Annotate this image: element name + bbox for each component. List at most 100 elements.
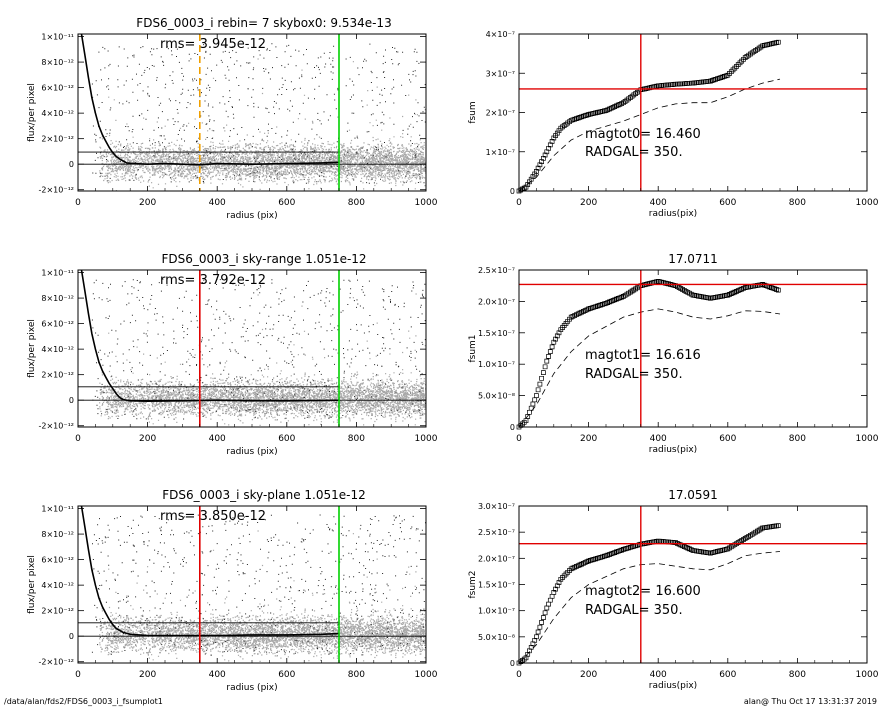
panel-title: FDS6_0003_i rebin= 7 skybox0: 9.534e-13 [136,16,391,30]
x-axis-label: radius(pix) [649,681,697,691]
x-tick-label: 400 [209,434,226,444]
y-tick-label: 4×10⁻⁷ [486,30,515,39]
x-tick-label: 1000 [415,198,438,208]
footer-user-timestamp: alan@ Thu Oct 17 13:31:37 2019 [743,697,877,706]
y-tick-label: 0 [510,187,515,196]
x-tick-label: 800 [789,198,806,208]
y-tick-label: 1.5×10⁻⁷ [478,581,515,590]
x-tick-label: 0 [516,434,522,444]
y-tick-label: 3×10⁻⁷ [486,69,515,78]
y-tick-label: 8×10⁻¹² [41,58,74,67]
y-tick-label: 2×10⁻¹² [41,371,74,380]
magtot-annotation: magtot2= 16.600 [585,584,701,599]
x-tick-label: 200 [580,198,597,208]
chart-panel-2 [77,269,427,428]
y-tick-label: 2.0×10⁻⁷ [478,554,515,563]
panel-title: 17.0711 [668,252,718,266]
x-tick-label: 0 [75,670,81,680]
y-tick-label: 5.0×10⁻⁸ [478,392,515,401]
x-tick-label: 600 [278,434,295,444]
y-tick-label: -2×10⁻¹² [39,658,75,667]
x-tick-label: 800 [348,434,365,444]
grey-pixels [99,58,426,191]
y-tick-label: 1.0×10⁻⁷ [478,360,515,369]
grey-pixels [99,529,426,663]
x-axis-label: radius (pix) [226,683,277,693]
fsum-dashed-series [518,551,781,664]
y-tick-label: 2×10⁻⁷ [486,109,515,118]
x-tick-label: 600 [719,434,736,444]
y-axis-label: fsum [468,101,478,123]
y-axis-label: fsum2 [468,570,478,598]
x-tick-label: 400 [209,198,226,208]
y-tick-label: 2×10⁻¹² [41,607,74,616]
plot-frame [518,33,868,192]
pixel-cloud [91,514,426,663]
x-tick-label: 600 [719,670,736,680]
panel-title: FDS6_0003_i sky-range 1.051e-12 [161,252,366,266]
y-tick-label: 4×10⁻¹² [41,345,74,354]
x-tick-label: 400 [209,670,226,680]
magtot-annotation: magtot1= 16.616 [585,348,701,363]
x-tick-label: 1000 [415,434,438,444]
x-tick-label: 0 [75,434,81,444]
y-tick-label: 4×10⁻¹² [41,581,74,590]
chart-panel-6 [516,505,868,666]
y-tick-label: 8×10⁻¹² [41,294,74,303]
x-tick-label: 600 [278,670,295,680]
y-tick-label: 6×10⁻¹² [41,320,74,329]
y-tick-label: 4×10⁻¹² [41,109,74,118]
bright-pixels [91,514,426,656]
radgal-annotation: RADGAL= 350. [585,145,683,160]
y-tick-label: 8×10⁻¹² [41,530,74,539]
rms-annotation: rms= 3.945e-12 [160,37,266,52]
bright-pixels [91,43,426,184]
x-tick-label: 800 [348,670,365,680]
y-tick-label: -2×10⁻¹² [39,422,75,431]
y-tick-label: 1.5×10⁻⁷ [478,329,515,338]
y-axis-label: flux/per pixel [27,83,37,142]
radial-profile-line [80,506,340,637]
radial-profile-line [80,34,340,166]
x-tick-label: 400 [650,670,667,680]
chart-panel-1 [77,33,427,192]
radgal-annotation: RADGAL= 350. [585,603,683,618]
y-tick-label: 0 [510,423,515,432]
y-tick-label: 2.0×10⁻⁷ [478,297,515,306]
y-tick-label: 0 [69,632,74,641]
y-tick-label: 2×10⁻¹² [41,135,74,144]
y-axis-label: flux/per pixel [27,555,37,614]
radgal-annotation: RADGAL= 350. [585,367,683,382]
y-tick-label: 0 [510,659,515,668]
y-axis-label: fsum1 [468,334,478,362]
y-tick-label: 0 [69,396,74,405]
magtot-annotation: magtot0= 16.460 [585,127,701,142]
chart-panel-4 [516,33,868,194]
panel-title: 17.0591 [668,488,718,502]
x-tick-label: 0 [516,198,522,208]
pixel-cloud [91,278,426,427]
x-tick-label: 0 [516,670,522,680]
y-tick-label: 0 [69,160,74,169]
rms-annotation: rms= 3.792e-12 [160,273,266,288]
y-tick-label: -2×10⁻¹² [39,186,75,195]
rms-annotation: rms= 3.850e-12 [160,509,266,524]
x-tick-label: 200 [139,670,156,680]
x-tick-label: 400 [650,198,667,208]
x-tick-label: 200 [580,434,597,444]
y-tick-label: 1×10⁻⁷ [486,148,515,157]
y-tick-label: 2.5×10⁻⁷ [478,266,515,275]
x-tick-label: 1000 [856,670,879,680]
x-tick-label: 200 [580,670,597,680]
x-tick-label: 800 [789,670,806,680]
y-tick-label: 1×10⁻¹¹ [41,269,74,278]
x-tick-label: 200 [139,434,156,444]
y-tick-label: 5.0×10⁻⁸ [478,633,515,642]
panel-title: FDS6_0003_i sky-plane 1.051e-12 [162,488,366,502]
y-tick-label: 1×10⁻¹¹ [41,505,74,514]
y-tick-label: 1.0×10⁻⁷ [478,607,515,616]
x-tick-label: 600 [719,198,736,208]
x-axis-label: radius (pix) [226,447,277,457]
fsum-dashed-series [518,78,781,192]
